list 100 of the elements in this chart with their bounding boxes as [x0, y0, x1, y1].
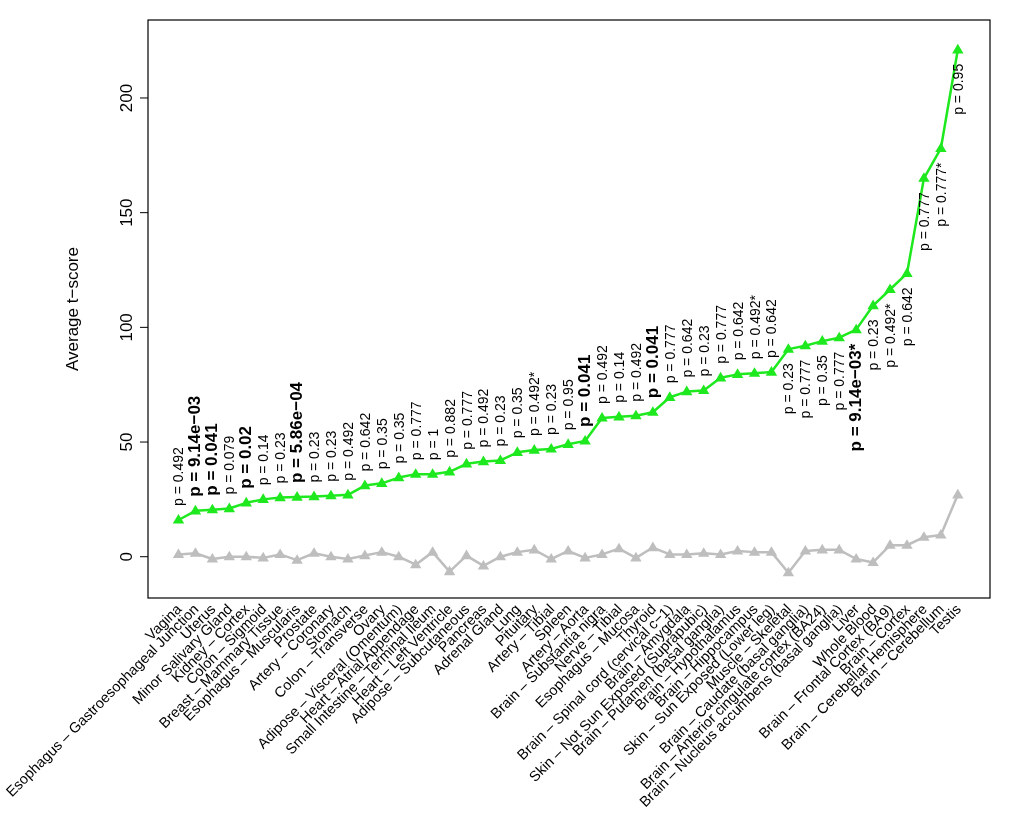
- point: [697, 547, 710, 557]
- point: [308, 547, 320, 557]
- annotation: p = 0.23: [492, 395, 509, 447]
- point: [494, 454, 507, 464]
- annotation: p = 0.35: [509, 387, 526, 439]
- point: [681, 385, 693, 396]
- annotation: p = 9.14e−03*: [846, 343, 866, 452]
- point: [545, 553, 557, 563]
- point: [918, 531, 930, 541]
- annotation: p = 0.777: [407, 401, 424, 461]
- point: [206, 503, 219, 514]
- point: [393, 550, 405, 561]
- point: [240, 496, 252, 507]
- annotation: p = 0.23: [322, 430, 339, 482]
- point: [613, 542, 625, 553]
- y-tick-label: 150: [117, 198, 136, 227]
- annotation: p = 0.23: [543, 383, 560, 435]
- point: [274, 548, 286, 559]
- point: [935, 142, 947, 153]
- point: [257, 551, 269, 562]
- point: [935, 528, 947, 539]
- annotation: p = 0.95: [560, 379, 577, 431]
- annotation: p = 0.777*: [932, 161, 949, 227]
- point: [952, 488, 964, 499]
- point: [765, 366, 778, 376]
- point: [172, 514, 185, 524]
- annotation: p = 0.23: [272, 432, 289, 484]
- annotation: p = 0.777: [712, 304, 729, 364]
- point: [833, 543, 845, 554]
- point: [376, 477, 388, 487]
- point: [189, 504, 202, 515]
- point: [681, 548, 693, 559]
- annotation: p = 0.492: [475, 388, 492, 448]
- annotation: p = 0.35: [814, 354, 831, 407]
- annotation: p = 0.882: [441, 398, 458, 458]
- point: [782, 343, 795, 353]
- point: [884, 539, 896, 549]
- y-axis-title: Average t−score: [63, 247, 82, 371]
- point: [833, 331, 845, 342]
- point: [799, 339, 812, 350]
- annotation: p = 0.642: [729, 301, 746, 361]
- point: [528, 444, 540, 454]
- annotation: p = 0.777: [915, 192, 932, 252]
- annotation: p = 9.14e−03: [185, 395, 205, 497]
- point: [342, 488, 354, 499]
- annotation: p = 0.777: [458, 390, 475, 450]
- point: [409, 468, 422, 478]
- point: [477, 559, 490, 570]
- point: [596, 548, 608, 559]
- point: [697, 384, 710, 395]
- annotation: p = 0.642: [898, 287, 915, 347]
- point: [850, 553, 862, 563]
- point: [189, 547, 202, 557]
- point: [714, 548, 727, 559]
- point: [630, 409, 642, 420]
- point: [477, 455, 490, 466]
- point: [545, 442, 557, 453]
- point: [782, 566, 795, 577]
- point: [901, 539, 913, 549]
- annotation: p = 5.86e−04: [287, 381, 307, 484]
- point: [342, 553, 354, 563]
- annotation: p = 0.14: [255, 434, 272, 486]
- point: [376, 546, 388, 556]
- point: [647, 541, 659, 552]
- annotation: p = 0.079: [221, 435, 238, 495]
- y-tick-label: 50: [117, 432, 136, 452]
- point: [816, 335, 828, 345]
- point: [325, 550, 337, 561]
- annotation: p = 0.492: [594, 344, 611, 404]
- point: [206, 553, 219, 563]
- point: [223, 550, 236, 561]
- point: [528, 543, 540, 554]
- point: [291, 491, 303, 501]
- point: [291, 554, 303, 564]
- point: [731, 368, 744, 378]
- point: [409, 558, 422, 569]
- point: [731, 544, 744, 555]
- point: [816, 543, 828, 554]
- annotation: p = 0.492: [627, 342, 644, 402]
- annotation: p = 0.492: [170, 447, 187, 507]
- point: [596, 411, 608, 422]
- annotation: p = 0.041: [202, 423, 222, 496]
- annotation: p = 0.492: [339, 421, 356, 481]
- point: [443, 565, 456, 576]
- annotation: p = 0.777: [661, 324, 678, 384]
- point: [359, 479, 371, 490]
- annotation: p = 0.041: [642, 325, 662, 399]
- annotation: p = 0.35: [373, 418, 390, 470]
- point: [867, 299, 879, 310]
- point: [562, 438, 574, 448]
- annotation: p = 0.642: [678, 318, 695, 378]
- annotation: p = 0.23: [780, 362, 797, 415]
- point: [460, 457, 473, 468]
- annotation: p = 0.642: [763, 299, 780, 359]
- annotation: p = 0.02: [236, 425, 256, 489]
- y-tick-label: 200: [117, 83, 136, 113]
- point: [664, 548, 676, 559]
- point: [257, 493, 269, 503]
- annotation: p = 0.041: [575, 354, 595, 427]
- annotation: p = 0.14: [610, 351, 627, 403]
